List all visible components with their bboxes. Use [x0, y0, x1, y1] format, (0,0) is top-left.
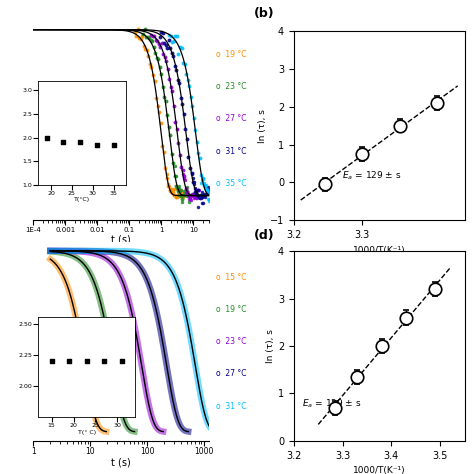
- Text: (d): (d): [254, 229, 274, 242]
- Text: o  35 °C: o 35 °C: [216, 179, 246, 188]
- Text: o  19 °C: o 19 °C: [216, 305, 246, 314]
- Text: $E_a$ = 129 ± s: $E_a$ = 129 ± s: [342, 170, 401, 182]
- Text: (b): (b): [254, 7, 274, 19]
- Text: o  19 °C: o 19 °C: [216, 50, 246, 59]
- Text: o  23 °C: o 23 °C: [216, 82, 246, 91]
- Text: o  27 °C: o 27 °C: [216, 115, 246, 123]
- Text: $E_a$ = 129 ± s: $E_a$ = 129 ± s: [302, 398, 362, 410]
- Y-axis label: ln (τ), s: ln (τ), s: [258, 109, 267, 143]
- X-axis label: 1000/T(K⁻¹): 1000/T(K⁻¹): [353, 466, 406, 474]
- X-axis label: t (s): t (s): [111, 457, 131, 467]
- Text: o  15 °C: o 15 °C: [216, 273, 246, 282]
- Text: o  23 °C: o 23 °C: [216, 337, 246, 346]
- Text: o  27 °C: o 27 °C: [216, 370, 246, 378]
- Text: o  31 °C: o 31 °C: [216, 147, 246, 155]
- X-axis label: t (s): t (s): [111, 234, 131, 244]
- Y-axis label: ln (τ), s: ln (τ), s: [266, 329, 275, 363]
- Text: o  31 °C: o 31 °C: [216, 402, 246, 410]
- X-axis label: 1000/T(K⁻¹): 1000/T(K⁻¹): [353, 246, 406, 255]
